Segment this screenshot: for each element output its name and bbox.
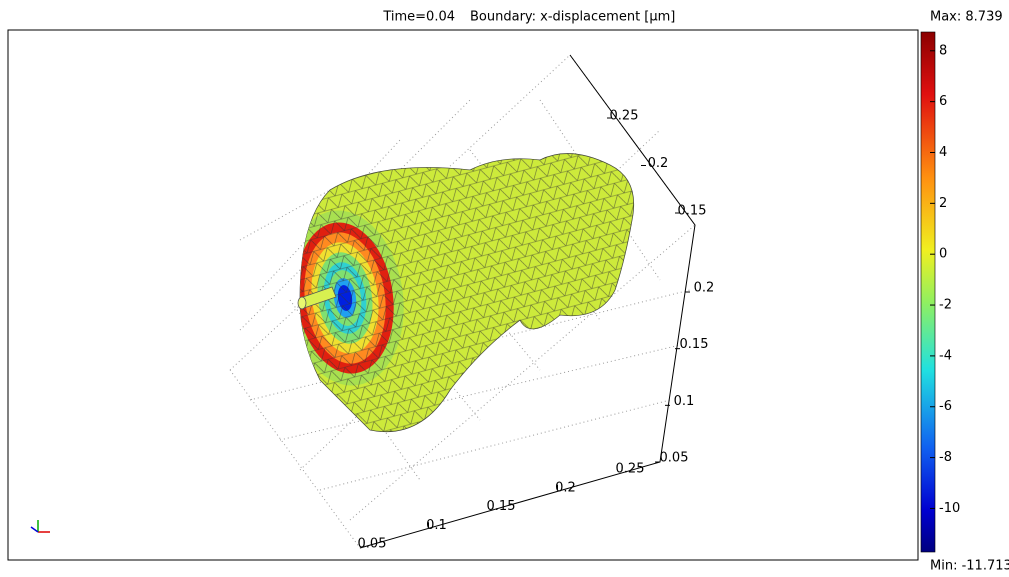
axis-triad [30,520,50,533]
axes [359,54,696,549]
axis-tick-label: 0.2 [555,480,576,495]
colorbar-tick-label: -6 [939,399,952,414]
axis-tick-label: 0.2 [694,281,715,296]
specimen [297,153,635,433]
axis-tick-label: 0.15 [678,204,707,219]
axis-tick-label: 0.15 [680,337,709,352]
colorbar-tick-label: -2 [939,298,952,313]
colorbar-tick-label: 0 [939,247,947,262]
axis-lines [359,54,696,549]
colorbar-tick-label: 2 [939,196,947,211]
axis-tick-label: 0.05 [358,537,387,552]
axis-tick-label: 0.25 [610,109,639,124]
colorbar-tick-label: -10 [939,501,960,516]
colorbar-tick-label: -4 [939,348,952,363]
axis-tick-label: 0.1 [426,518,447,533]
title-quantity: Boundary: x-displacement [µm] [470,10,675,25]
axis-tick-label: 0.1 [674,394,695,409]
colorbar-min: Min: -11.713 [930,559,1009,574]
colorbar-tick-label: 4 [939,145,947,160]
axis-tick-label: 0.2 [648,156,669,171]
plot-frame [7,29,919,561]
colorbar-tick-label: -8 [939,450,952,465]
colorbar [920,31,936,553]
axis-tick-label: 0.15 [487,499,516,514]
axis-tick-label: 0.05 [660,451,689,466]
axis-tick-label: 0.25 [616,462,645,477]
title-time: Time=0.04 [382,10,455,25]
colorbar-tick-label: 6 [939,94,947,109]
colorbar-tick-label: 8 [939,43,947,58]
colorbar-max: Max: 8.739 [930,10,1003,25]
